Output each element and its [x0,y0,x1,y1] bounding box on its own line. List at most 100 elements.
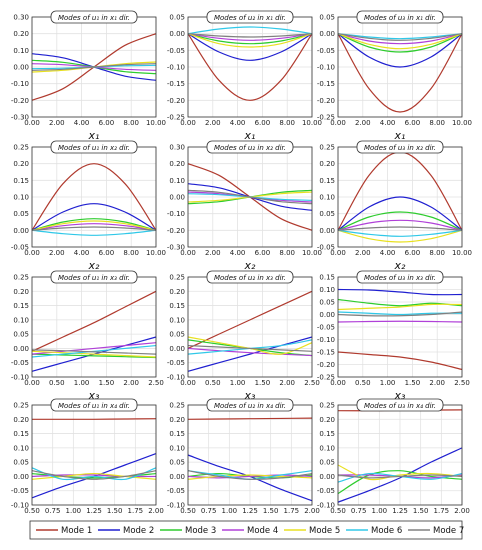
y-tick-label: 0.00 [169,473,185,481]
y-tick-label: 0.05 [319,210,335,218]
x-tick-label: 0.50 [205,379,221,387]
x-tick-label: 6.00 [99,249,115,257]
x-tick-label: 2.00 [205,249,221,257]
x-tick-label: 1.00 [222,507,238,515]
x-tick-label: 1.50 [107,507,123,515]
x-tick-label: 8.00 [123,119,139,127]
y-tick-label: 0.20 [13,416,29,424]
y-tick-label: 0.00 [169,30,185,38]
x-tick-label: 1.75 [284,507,300,515]
y-tick-label: 0.20 [169,416,185,424]
x-tick-label: 0.00 [24,249,40,257]
y-tick-label: -0.20 [317,361,335,369]
y-tick-label: -0.10 [167,210,185,218]
x-tick-label: 0.50 [24,507,40,515]
x-tick-label: 2.50 [454,379,470,387]
x-tick-label: 8.00 [429,119,445,127]
subplot-title: Modes of u₂ in x₁ dir. [214,14,286,22]
y-tick-label: 0.25 [169,274,185,282]
subplot-1: -0.30 -0.20 -0.10 0.00 0.10 0.20 0.30 0.00 2.00 4… [11,11,166,142]
x-tick-label: 2.00 [429,379,445,387]
legend: Mode 1 Mode 2 Mode 3 Mode 4 Mode 5 Mode 6 Mode… [30,521,464,539]
y-tick-label: 0.05 [319,14,335,22]
y-tick-label: 0.10 [169,316,185,324]
x-tick-label: 0.00 [180,119,196,127]
x-tick-label: 4.00 [380,119,396,127]
x-tick-label: 1.00 [66,507,82,515]
legend-label-mode-2: Mode 2 [123,526,154,536]
y-tick-label: 0.15 [319,430,335,438]
x-tick-label: 10.00 [146,119,166,127]
y-tick-label: 0.00 [319,30,335,38]
y-tick-label: 0.20 [13,288,29,296]
y-tick-label: -0.20 [167,97,185,105]
y-tick-label: -0.10 [11,80,29,88]
x-tick-label: 8.00 [279,249,295,257]
x-axis-label: x₁ [88,129,100,142]
x-tick-label: 6.00 [255,249,271,257]
plot-area [32,277,156,377]
y-tick-label: 0.00 [169,345,185,353]
x-tick-label: 0.75 [45,507,61,515]
y-tick-label: 0.30 [169,144,185,152]
y-tick-label: 0.10 [13,194,29,202]
y-tick-label: 0.20 [13,30,29,38]
subplot-8: -0.10-0.050.000.050.100.150.200.250.00 0.… [167,271,320,402]
x-tick-label: 1.00 [380,379,396,387]
x-tick-label: 2.00 [355,249,371,257]
y-tick-label: 0.25 [13,274,29,282]
subplot-title: Modes of u₃ in x₁ dir. [364,14,436,22]
legend-label-mode-7: Mode 7 [433,526,464,536]
legend-label-mode-5: Mode 5 [309,526,340,536]
y-tick-label: 0.25 [13,402,29,410]
x-tick-label: 2.00 [148,507,164,515]
y-tick-label: -0.15 [317,80,335,88]
y-tick-label: 0.15 [13,430,29,438]
y-tick-label: 0.15 [169,430,185,438]
x-tick-label: 0.00 [330,249,346,257]
x-tick-label: 2.00 [355,119,371,127]
x-tick-label: 2.00 [454,507,470,515]
x-tick-label: 0.50 [180,507,196,515]
y-tick-label: -0.05 [317,487,335,495]
subplot-6: -0.050.000.050.100.150.200.250.00 2.00 4.0… [317,141,472,272]
y-tick-label: 0.10 [13,316,29,324]
x-axis-label: x₁ [244,129,256,142]
y-tick-label: 0.25 [13,144,29,152]
x-tick-label: 0.00 [24,119,40,127]
x-tick-label: 1.25 [392,507,408,515]
x-tick-label: 1.50 [413,507,429,515]
x-tick-label: 6.00 [99,119,115,127]
y-tick-label: 0.25 [319,402,335,410]
y-tick-label: -0.15 [317,349,335,357]
y-tick-label: 0.20 [13,160,29,168]
x-tick-label: 0.00 [180,249,196,257]
plot-area [188,277,312,377]
x-tick-label: 6.00 [405,119,421,127]
y-tick-label: 0.10 [13,444,29,452]
x-tick-label: 0.75 [351,507,367,515]
x-tick-label: 6.00 [405,249,421,257]
y-tick-label: 0.00 [13,64,29,72]
y-tick-label: 0.20 [319,160,335,168]
y-tick-label: 0.05 [169,459,185,467]
y-tick-label: -0.05 [317,324,335,332]
subplot-title: Modes of u₁ in x₂ dir. [58,144,130,152]
x-tick-label: 0.00 [180,379,196,387]
x-tick-label: 0.50 [330,507,346,515]
subplot-title: Modes of u₁ in x₄ dir. [58,402,130,410]
x-axis-label: x₂ [244,259,257,272]
subplot-title: Modes of u₃ in x₃ dir. [364,274,436,282]
x-tick-label: 4.00 [230,249,246,257]
y-tick-label: -0.10 [167,64,185,72]
legend-label-mode-1: Mode 1 [61,526,92,536]
x-tick-label: 8.00 [123,249,139,257]
x-tick-label: 0.00 [330,379,346,387]
y-tick-label: 0.10 [169,444,185,452]
y-tick-label: 0.05 [13,459,29,467]
x-tick-label: 1.25 [242,507,258,515]
y-tick-label: 0.20 [319,416,335,424]
y-tick-label: -0.05 [317,47,335,55]
y-tick-label: 0.25 [319,144,335,152]
x-tick-label: 10.00 [452,249,472,257]
